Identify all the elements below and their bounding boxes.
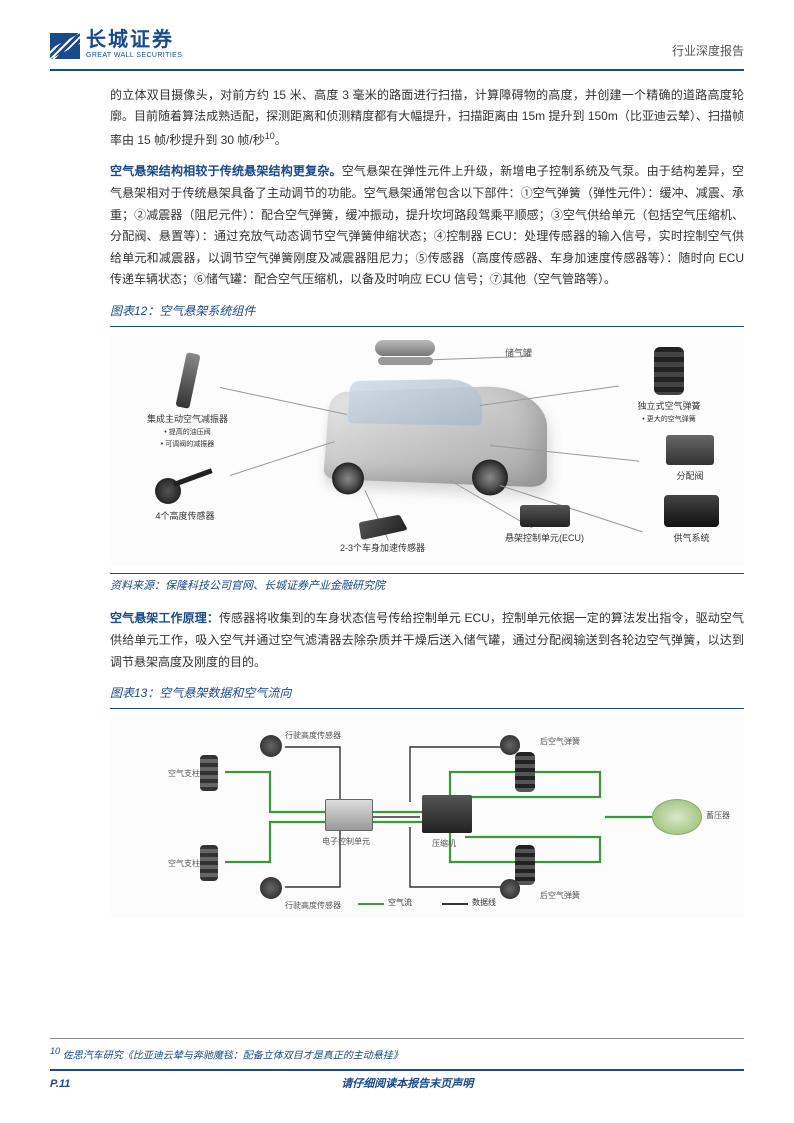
footnote-text: 佐思汽车研究《比亚迪云辇与奔驰魔毯：配备立体双目才是真正的主动悬挂》	[60, 1050, 403, 1061]
d13-hs-br	[500, 879, 520, 899]
d13-hs-bl	[260, 877, 282, 899]
footnote-num: 10	[50, 1046, 60, 1056]
d13-lbl-spring-bl: 空气支柱	[168, 857, 200, 871]
d13-ecu	[325, 799, 373, 831]
d13-lbl-ecu: 电子控制单元	[322, 835, 370, 849]
logo-english: GREAT WALL SECURITIES	[86, 50, 182, 63]
lbl-shock-sub: • 提高的油压阀	[164, 427, 210, 440]
d13-spring-tl	[200, 755, 218, 791]
figure-13-title: 图表13：空气悬架数据和空气流向	[110, 683, 744, 709]
para1-end: 。	[275, 133, 287, 147]
lbl-sensor4: 4个高度传感器	[155, 508, 214, 524]
lbl-ecu: 悬架控制单元(ECU)	[505, 530, 584, 546]
d13-lbl-spring-tl: 空气支柱	[168, 767, 200, 781]
comp-height-sensor: 4个高度传感器	[155, 470, 215, 524]
comp-supply: 供气系统	[664, 495, 719, 546]
d13-lbl-spring-tr: 后空气弹簧	[540, 735, 580, 749]
logo-icon	[50, 33, 80, 59]
lbl-shock: 集成主动空气减振器	[147, 411, 228, 427]
figure-13-diagram: 空气支柱 空气支柱 行驶高度传感器 行驶高度传感器 电子控制单元 压缩机 后空气…	[110, 717, 744, 917]
lbl-shock-sub2: • 可调阀的减振器	[161, 439, 214, 452]
lbl-valve: 分配阀	[676, 468, 703, 484]
d13-lbl-spring-br: 后空气弹簧	[540, 889, 580, 903]
para1-sup: 10	[265, 131, 275, 141]
lbl-spring: 独立式空气弹簧	[637, 398, 700, 414]
figure-12-source: 资料来源：保隆科技公司官网、长城证券产业金融研究院	[110, 573, 744, 597]
company-logo: 长城证券 GREAT WALL SECURITIES	[50, 30, 182, 63]
legend-data: 数据线	[472, 896, 496, 910]
d13-tank	[652, 799, 702, 835]
comp-shock-absorber: 集成主动空气减振器 • 提高的油压阀 • 可调阀的减振器	[140, 353, 235, 452]
footer-disclaimer: 请仔细阅读本报告末页声明	[341, 1075, 473, 1095]
d13-legend: 空气流 数据线	[358, 896, 496, 910]
d13-lbl-compressor: 压缩机	[432, 837, 456, 851]
comp-air-spring: 独立式空气弹簧 • 更大的空气弹簧	[629, 347, 709, 427]
comp-valve: 分配阀	[666, 435, 714, 484]
para3-lead: 空气悬架工作原理：	[110, 611, 219, 625]
lbl-supply: 供气系统	[673, 530, 709, 546]
car-illustration	[297, 367, 557, 517]
d13-lbl-hs-t: 行驶高度传感器	[285, 729, 341, 743]
d13-spring-bl	[200, 845, 218, 881]
paragraph-3: 空气悬架工作原理：传感器将收集到的车身状态信号传给控制单元 ECU，控制单元依据…	[110, 608, 744, 673]
para2-text: 空气悬架在弹性元件上升级，新增电子控制系统及气泵。由于结构差异，空气悬架相对于传…	[110, 164, 744, 286]
logo-chinese: 长城证券	[86, 30, 182, 50]
page-footer: P.11 请仔细阅读本报告末页声明	[50, 1069, 744, 1095]
para1-text: 的立体双目摄像头，对前方约 15 米、高度 3 毫米的路面进行扫描，计算障碍物的…	[110, 88, 744, 147]
page-number: P.11	[50, 1075, 70, 1095]
footnote: 10 佐思汽车研究《比亚迪云辇与奔驰魔毯：配备立体双目才是真正的主动悬挂》	[50, 1038, 744, 1065]
comp-tank	[375, 340, 435, 368]
page-header: 长城证券 GREAT WALL SECURITIES 行业深度报告	[50, 30, 744, 71]
para2-lead: 空气悬架结构相较于传统悬架结构更复杂。	[110, 164, 342, 178]
paragraph-2: 空气悬架结构相较于传统悬架结构更复杂。空气悬架在弹性元件上升级，新增电子控制系统…	[110, 161, 744, 291]
lbl-accel: 2-3个车身加速传感器	[340, 540, 425, 556]
d13-spring-br	[515, 845, 535, 885]
legend-air: 空气流	[388, 896, 412, 910]
d13-hs-tr	[500, 735, 520, 755]
comp-ecu: 悬架控制单元(ECU)	[505, 505, 584, 546]
lbl-tank: 储气罐	[505, 345, 532, 361]
comp-accel-sensor: 2-3个车身加速传感器	[340, 515, 425, 556]
document-type: 行业深度报告	[672, 41, 744, 63]
figure-12-title: 图表12：空气悬架系统组件	[110, 301, 744, 327]
d13-hs-tl	[260, 735, 282, 757]
d13-compressor	[422, 795, 472, 833]
figure-12-diagram: 集成主动空气减振器 • 提高的油压阀 • 可调阀的减振器 储气罐 独立式空气弹簧…	[110, 335, 744, 565]
lbl-spring-sub: • 更大的空气弹簧	[642, 414, 695, 427]
d13-spring-tr	[515, 752, 535, 792]
d13-lbl-tank: 蓄压器	[706, 809, 730, 823]
d13-lbl-hs-b: 行驶高度传感器	[285, 899, 341, 913]
paragraph-1: 的立体双目摄像头，对前方约 15 米、高度 3 毫米的路面进行扫描，计算障碍物的…	[110, 85, 744, 152]
